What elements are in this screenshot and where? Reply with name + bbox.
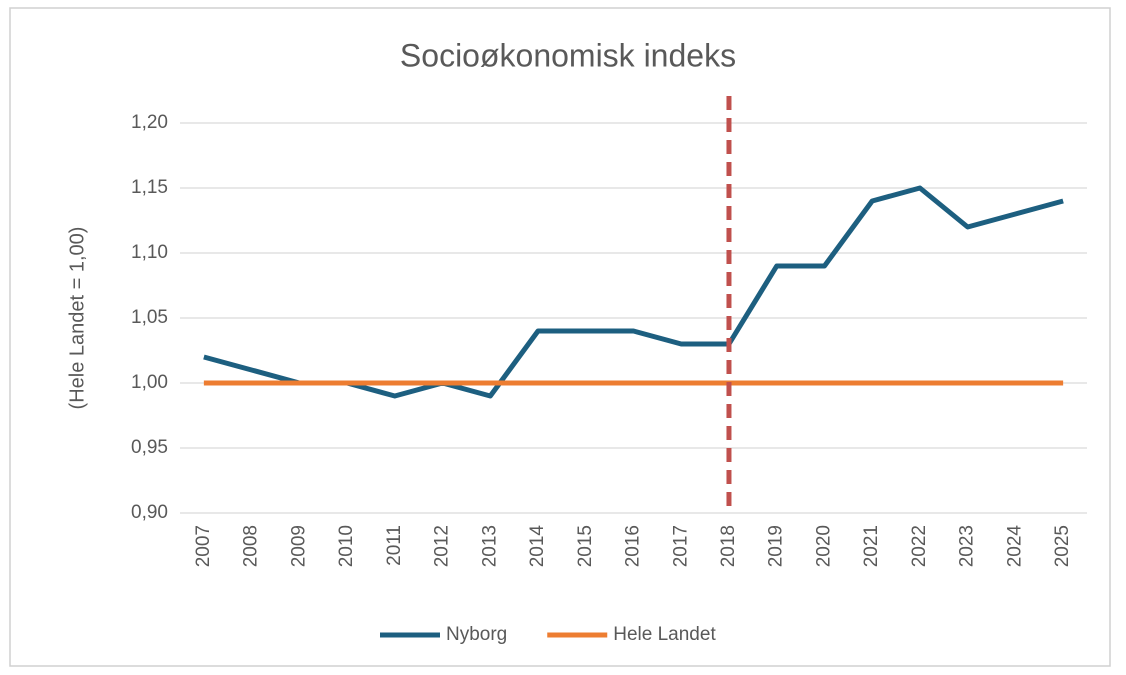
x-tick-label: 2020: [813, 525, 834, 567]
x-tick-label: 2017: [670, 525, 691, 567]
x-tick-label: 2009: [288, 525, 309, 567]
legend-label: Hele Landet: [613, 624, 716, 645]
y-tick-label: 1,10: [131, 242, 168, 263]
legend-label: Nyborg: [446, 624, 507, 645]
x-tick-label: 2019: [766, 525, 787, 567]
x-tick-label: 2012: [432, 525, 453, 567]
x-tick-label: 2015: [575, 525, 596, 567]
y-tick-label: 1,15: [131, 177, 168, 198]
y-tick-label: 0,95: [131, 437, 168, 458]
x-tick-label: 2024: [1004, 525, 1025, 568]
y-tick-label: 1,05: [131, 307, 168, 328]
x-tick-label: 2011: [384, 525, 405, 566]
y-tick-label: 0,90: [131, 502, 168, 523]
y-axis-label: (Hele Landet = 1,00): [66, 227, 88, 410]
x-tick-label: 2023: [957, 525, 978, 567]
x-tick-label: 2010: [336, 525, 357, 567]
x-tick-label: 2016: [623, 525, 644, 567]
x-tick-label: 2008: [241, 525, 262, 567]
x-tick-label: 2021: [861, 525, 882, 567]
x-tick-label: 2022: [909, 525, 930, 567]
y-tick-label: 1,00: [131, 372, 168, 393]
x-tick-label: 2007: [193, 525, 214, 567]
x-tick-label: 2018: [718, 525, 739, 567]
x-tick-label: 2025: [1052, 525, 1073, 567]
x-tick-label: 2013: [479, 525, 500, 567]
chart-title: Socioøkonomisk indeks: [400, 37, 736, 73]
chart-frame: [9, 7, 1111, 667]
y-tick-label: 1,20: [131, 112, 168, 133]
x-tick-label: 2014: [527, 525, 548, 568]
